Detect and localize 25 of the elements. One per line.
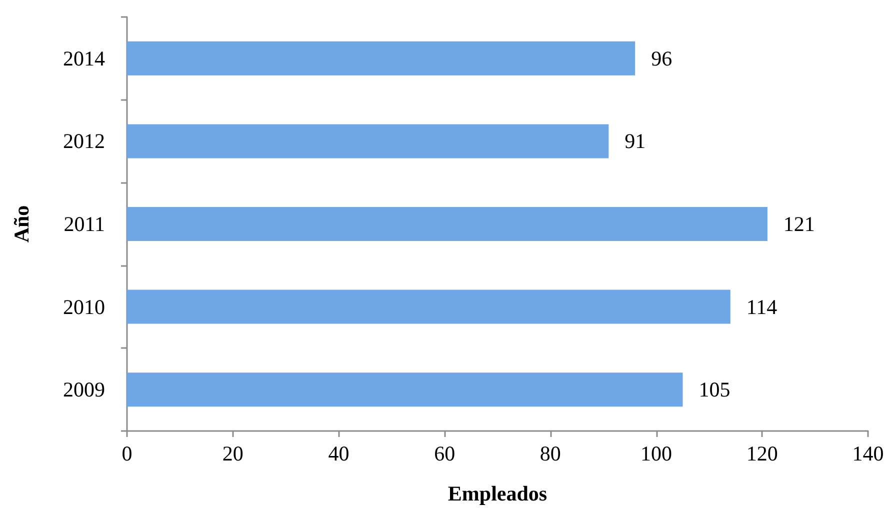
- data-label: 114: [746, 294, 778, 319]
- x-tick-label: 20: [222, 442, 244, 466]
- x-tick-label: 140: [852, 442, 884, 466]
- x-tick-label: 40: [328, 442, 350, 466]
- y-tick-label: 2010: [63, 294, 105, 319]
- x-axis-title: Empleados: [448, 482, 548, 506]
- y-tick-label: 2014: [63, 46, 106, 70]
- data-label: 121: [783, 212, 815, 236]
- y-axis-title: Año: [10, 205, 34, 243]
- bar: [127, 372, 683, 407]
- x-tick-label: 100: [640, 442, 672, 466]
- y-tick-label: 2012: [63, 129, 105, 154]
- data-label: 105: [698, 378, 730, 402]
- data-label: 96: [651, 46, 672, 70]
- x-tick-label: 120: [746, 442, 778, 466]
- bar: [127, 290, 730, 324]
- bar: [127, 124, 609, 158]
- y-tick-label: 2009: [63, 378, 105, 402]
- bar: [127, 207, 768, 241]
- bar: [127, 41, 636, 76]
- x-tick-label: 60: [434, 442, 456, 466]
- x-tick-label: 80: [540, 442, 561, 466]
- data-label: 91: [624, 129, 646, 154]
- y-tick-label: 2011: [64, 212, 105, 236]
- x-tick-label: 0: [122, 442, 132, 466]
